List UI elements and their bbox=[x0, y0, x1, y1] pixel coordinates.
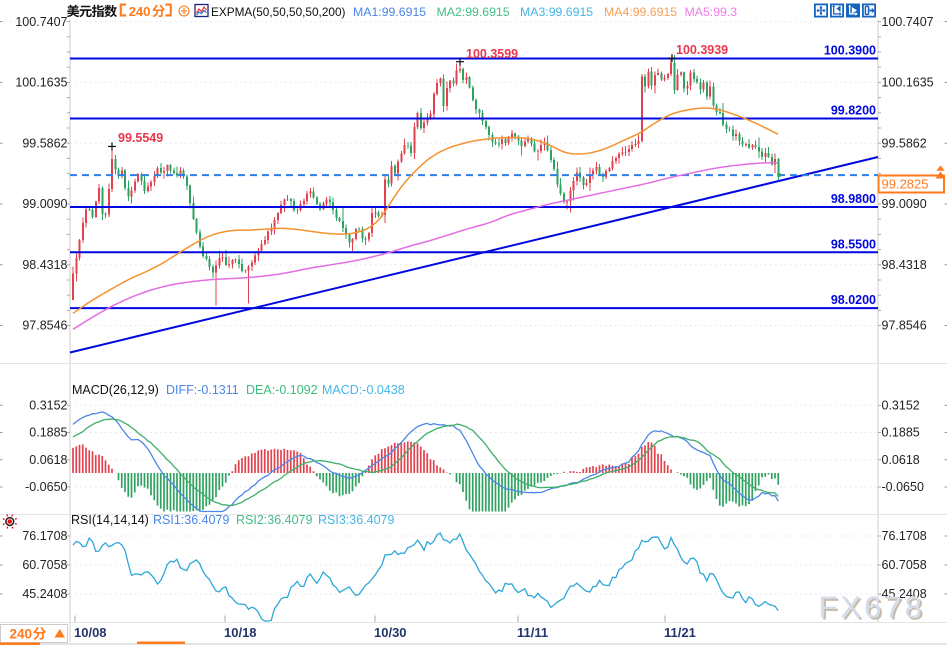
svg-text:11/11: 11/11 bbox=[517, 625, 548, 640]
svg-text:-0.0650: -0.0650 bbox=[25, 480, 67, 494]
svg-text:100.3939: 100.3939 bbox=[676, 43, 728, 57]
svg-text:240: 240 bbox=[10, 627, 33, 642]
svg-text:MA3:99.6915: MA3:99.6915 bbox=[520, 5, 593, 19]
svg-text:99.5862: 99.5862 bbox=[882, 136, 927, 150]
svg-text:FX678: FX678 bbox=[819, 590, 925, 625]
svg-text:DEA:-0.1092: DEA:-0.1092 bbox=[246, 383, 318, 397]
svg-text:45.2408: 45.2408 bbox=[882, 587, 927, 601]
svg-text:76.1708: 76.1708 bbox=[22, 529, 67, 543]
svg-text:MA1:99.6915: MA1:99.6915 bbox=[353, 5, 426, 19]
svg-text:0.1885: 0.1885 bbox=[882, 426, 920, 440]
svg-text:0.0618: 0.0618 bbox=[29, 453, 67, 467]
svg-text:99.2825: 99.2825 bbox=[882, 177, 929, 192]
svg-text:MACD(26,12,9): MACD(26,12,9) bbox=[72, 383, 159, 397]
svg-text:11/21: 11/21 bbox=[664, 625, 696, 640]
svg-text:100.3599: 100.3599 bbox=[466, 47, 518, 61]
svg-text:FX678: FX678 bbox=[821, 592, 927, 627]
svg-text:98.9800: 98.9800 bbox=[831, 192, 876, 206]
svg-text:0.1885: 0.1885 bbox=[29, 426, 67, 440]
svg-text:99.0090: 99.0090 bbox=[22, 197, 67, 211]
svg-text:100.7407: 100.7407 bbox=[882, 15, 934, 29]
svg-text:0.0618: 0.0618 bbox=[882, 453, 920, 467]
svg-text:MA2:99.6915: MA2:99.6915 bbox=[437, 5, 510, 19]
svg-text:98.4318: 98.4318 bbox=[882, 258, 927, 272]
svg-text:RSI(14,14,14): RSI(14,14,14) bbox=[71, 513, 149, 527]
svg-text:MACD:-0.0438: MACD:-0.0438 bbox=[322, 383, 405, 397]
svg-text:240: 240 bbox=[129, 4, 151, 19]
svg-text:MA4:99.6915: MA4:99.6915 bbox=[604, 5, 677, 19]
svg-text:MA5:99.3: MA5:99.3 bbox=[685, 5, 738, 19]
svg-text:0.3152: 0.3152 bbox=[882, 399, 920, 413]
svg-text:99.0090: 99.0090 bbox=[882, 197, 927, 211]
svg-text:99.5549: 99.5549 bbox=[118, 131, 163, 145]
svg-text:99.5862: 99.5862 bbox=[22, 136, 67, 150]
svg-text:45.2408: 45.2408 bbox=[22, 587, 67, 601]
svg-text:100.1635: 100.1635 bbox=[15, 76, 67, 90]
svg-text:RSI1:36.4079: RSI1:36.4079 bbox=[153, 513, 229, 527]
svg-text:97.8546: 97.8546 bbox=[882, 319, 927, 333]
svg-text:98.0200: 98.0200 bbox=[831, 293, 876, 307]
svg-text:RSI3:36.4079: RSI3:36.4079 bbox=[318, 513, 394, 527]
svg-text:-0.0650: -0.0650 bbox=[882, 480, 924, 494]
svg-text:100.7407: 100.7407 bbox=[15, 15, 67, 29]
svg-text:10/30: 10/30 bbox=[374, 625, 407, 640]
svg-text:98.5500: 98.5500 bbox=[831, 237, 876, 251]
svg-text:97.8546: 97.8546 bbox=[22, 319, 67, 333]
svg-text:10/18: 10/18 bbox=[224, 625, 257, 640]
svg-text:EXPMA(50,50,50,50,200): EXPMA(50,50,50,50,200) bbox=[211, 5, 346, 19]
svg-text:60.7058: 60.7058 bbox=[882, 558, 927, 572]
svg-text:10/08: 10/08 bbox=[74, 625, 107, 640]
svg-text:DIFF:-0.1311: DIFF:-0.1311 bbox=[166, 383, 239, 397]
svg-text:76.1708: 76.1708 bbox=[882, 529, 927, 543]
svg-text:99.8200: 99.8200 bbox=[831, 104, 876, 118]
svg-text:RSI2:36.4079: RSI2:36.4079 bbox=[236, 513, 312, 527]
svg-text:60.7058: 60.7058 bbox=[22, 558, 67, 572]
svg-text:100.3900: 100.3900 bbox=[824, 44, 876, 58]
svg-text:100.1635: 100.1635 bbox=[882, 76, 934, 90]
svg-text:0.3152: 0.3152 bbox=[29, 399, 67, 413]
svg-text:98.4318: 98.4318 bbox=[22, 258, 67, 272]
